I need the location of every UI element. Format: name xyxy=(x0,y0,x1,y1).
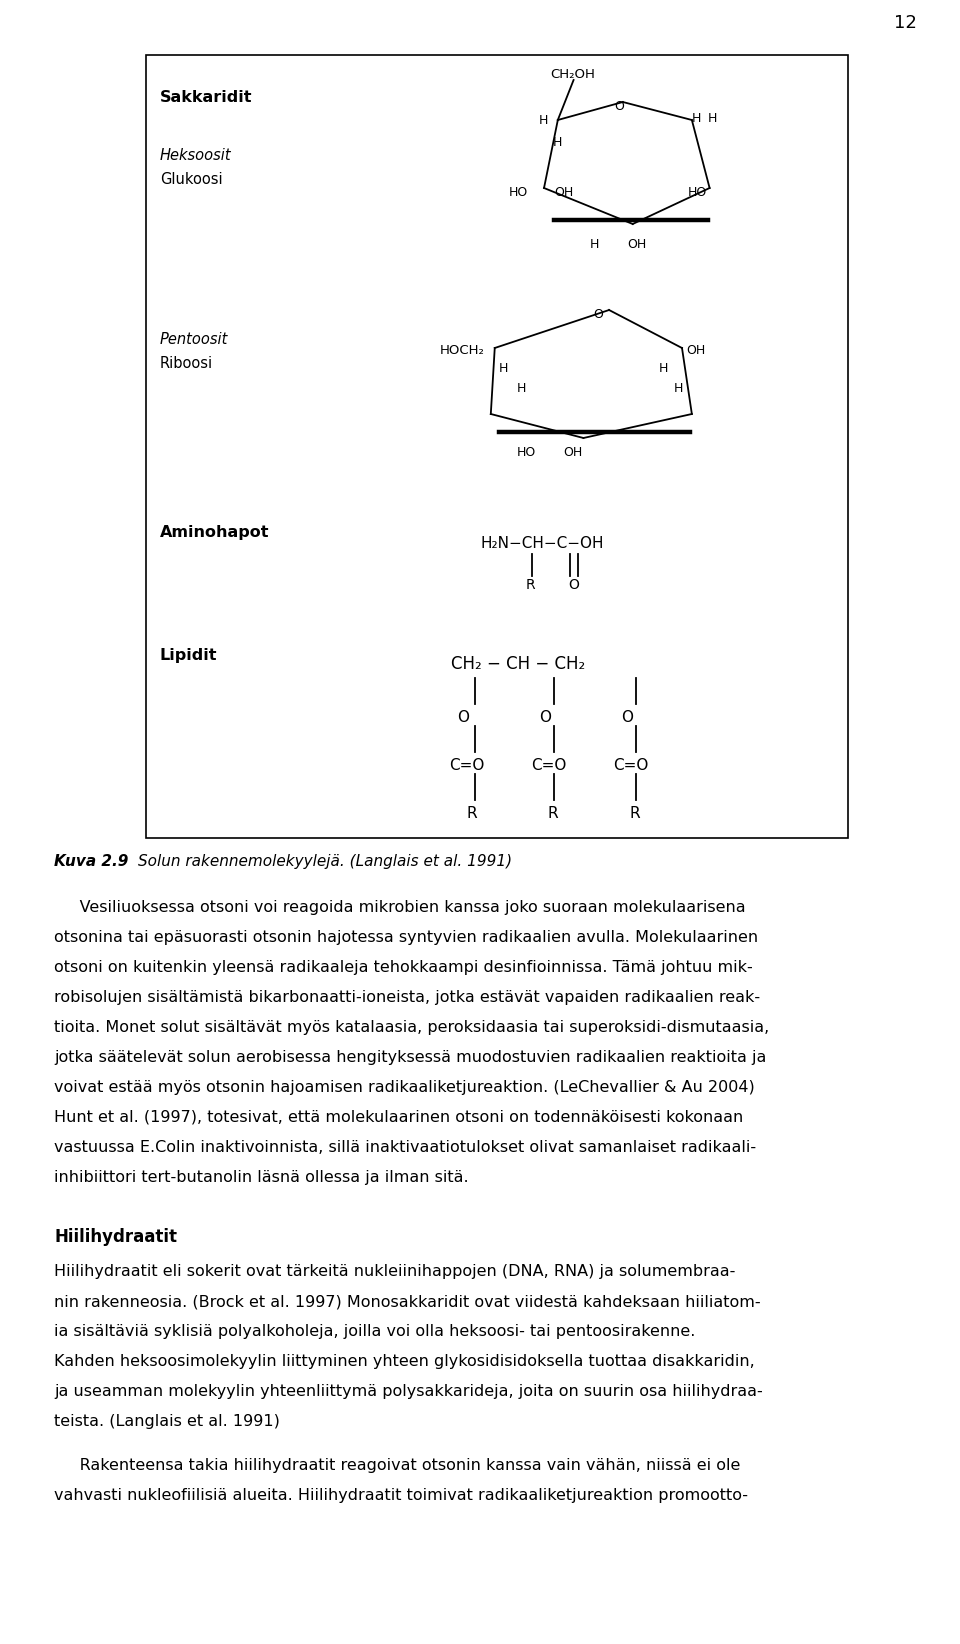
Text: H: H xyxy=(516,381,526,395)
Text: Lipidit: Lipidit xyxy=(159,648,217,663)
Text: Riboosi: Riboosi xyxy=(159,357,213,372)
Bar xyxy=(146,54,848,838)
Text: CH₂OH: CH₂OH xyxy=(550,67,595,81)
Text: nin rakenneosia. (Brock et al. 1997) Monosakkaridit ovat viidestä kahdeksaan hii: nin rakenneosia. (Brock et al. 1997) Mon… xyxy=(54,1294,761,1309)
Text: Hunt et al. (1997), totesivat, että molekulaarinen otsoni on todennäköisesti kok: Hunt et al. (1997), totesivat, että mole… xyxy=(54,1110,743,1124)
Text: H₂N−CH−C−OH: H₂N−CH−C−OH xyxy=(481,536,605,551)
Text: ia sisältäviä syklisiä polyalkoholeja, joilla voi olla heksoosi- tai pentoosirak: ia sisältäviä syklisiä polyalkoholeja, j… xyxy=(54,1323,696,1338)
Text: C=O: C=O xyxy=(531,758,566,773)
Text: Heksoosit: Heksoosit xyxy=(159,148,231,163)
Text: teista. (Langlais et al. 1991): teista. (Langlais et al. 1991) xyxy=(54,1414,280,1429)
Text: H: H xyxy=(540,113,548,127)
Text: robisolujen sisältämistä bikarbonaatti-ioneista, jotka estävät vapaiden radikaal: robisolujen sisältämistä bikarbonaatti-i… xyxy=(54,990,760,1004)
Text: H: H xyxy=(708,112,717,125)
Text: Vesiliuoksessa otsoni voi reagoida mikrobien kanssa joko suoraan molekulaarisena: Vesiliuoksessa otsoni voi reagoida mikro… xyxy=(54,899,746,916)
Text: HO: HO xyxy=(516,446,536,459)
Text: O: O xyxy=(593,307,603,321)
Text: jotka säätelevät solun aerobisessa hengityksessä muodostuvien radikaalien reakti: jotka säätelevät solun aerobisessa hengi… xyxy=(54,1051,767,1065)
Text: HO: HO xyxy=(688,186,708,199)
Text: tioita. Monet solut sisältävät myös katalaasia, peroksidaasia tai superoksidi-di: tioita. Monet solut sisältävät myös kata… xyxy=(54,1019,770,1036)
Text: H: H xyxy=(674,381,684,395)
Text: otsonina tai epäsuorasti otsonin hajotessa syntyvien radikaalien avulla. Molekul: otsonina tai epäsuorasti otsonin hajotes… xyxy=(54,931,758,945)
Text: otsoni on kuitenkin yleensä radikaaleja tehokkaampi desinfioinnissa. Tämä johtuu: otsoni on kuitenkin yleensä radikaaleja … xyxy=(54,960,753,975)
Text: R: R xyxy=(467,806,477,820)
Text: H: H xyxy=(498,362,508,375)
Text: O: O xyxy=(614,100,624,113)
Text: vahvasti nukleofiilisiä alueita. Hiilihydraatit toimivat radikaaliketjureaktion : vahvasti nukleofiilisiä alueita. Hiilihy… xyxy=(54,1488,748,1503)
Text: Pentoosit: Pentoosit xyxy=(159,332,228,347)
Text: vastuussa E.Colin inaktivoinnista, sillä inaktivaatiotulokset olivat samanlaiset: vastuussa E.Colin inaktivoinnista, sillä… xyxy=(54,1139,756,1156)
Text: OH: OH xyxy=(564,446,583,459)
Text: Solun rakennemolekyylejä. (Langlais et al. 1991): Solun rakennemolekyylejä. (Langlais et a… xyxy=(138,853,512,870)
Text: Kahden heksoosimolekyylin liittyminen yhteen glykosidisidoksella tuottaa disakka: Kahden heksoosimolekyylin liittyminen yh… xyxy=(54,1355,755,1369)
Text: C=O: C=O xyxy=(613,758,648,773)
Text: R: R xyxy=(525,579,535,592)
Text: R: R xyxy=(548,806,559,820)
Text: C=O: C=O xyxy=(449,758,485,773)
Text: ja useamman molekyylin yhteenliittymä polysakkarideja, joita on suurin osa hiili: ja useamman molekyylin yhteenliittymä po… xyxy=(54,1384,763,1399)
Text: Sakkaridit: Sakkaridit xyxy=(159,90,252,105)
Text: Hiilihydraatit eli sokerit ovat tärkeitä nukleiinihappojen (DNA, RNA) ja solumem: Hiilihydraatit eli sokerit ovat tärkeitä… xyxy=(54,1264,735,1279)
Text: H: H xyxy=(692,112,701,125)
Text: H: H xyxy=(659,362,668,375)
Text: Rakenteensa takia hiilihydraatit reagoivat otsonin kanssa vain vähän, niissä ei : Rakenteensa takia hiilihydraatit reagoiv… xyxy=(54,1458,740,1473)
Text: O: O xyxy=(621,710,633,725)
Text: O: O xyxy=(457,710,469,725)
Text: R: R xyxy=(630,806,640,820)
Text: inhibiittori tert-butanolin läsnä ollessa ja ilman sitä.: inhibiittori tert-butanolin läsnä olless… xyxy=(54,1171,468,1185)
Text: O: O xyxy=(568,579,580,592)
Text: OH: OH xyxy=(627,238,646,252)
Text: OH: OH xyxy=(554,186,573,199)
Text: Hiilihydraatit: Hiilihydraatit xyxy=(54,1228,178,1246)
Text: H: H xyxy=(553,136,563,150)
Text: voivat estää myös otsonin hajoamisen radikaaliketjureaktion. (LeChevallier & Au : voivat estää myös otsonin hajoamisen rad… xyxy=(54,1080,755,1095)
Text: HOCH₂: HOCH₂ xyxy=(440,344,485,357)
Text: 12: 12 xyxy=(894,15,917,31)
Text: Glukoosi: Glukoosi xyxy=(159,173,223,187)
Text: HO: HO xyxy=(509,186,528,199)
Text: CH₂ − CH − CH₂: CH₂ − CH − CH₂ xyxy=(451,654,586,672)
Text: H: H xyxy=(589,238,599,252)
Text: Aminohapot: Aminohapot xyxy=(159,524,269,539)
Text: O: O xyxy=(540,710,551,725)
Text: Kuva 2.9: Kuva 2.9 xyxy=(54,853,133,870)
Text: OH: OH xyxy=(686,344,706,357)
